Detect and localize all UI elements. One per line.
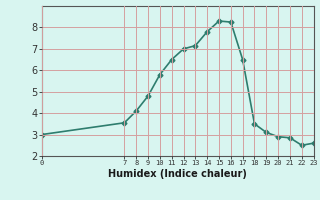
- X-axis label: Humidex (Indice chaleur): Humidex (Indice chaleur): [108, 169, 247, 179]
